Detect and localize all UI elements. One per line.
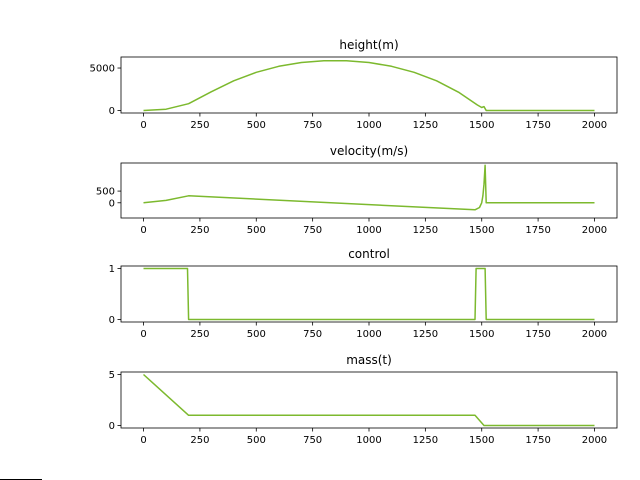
- plot-area: [120, 56, 618, 114]
- series-line: [142, 373, 595, 427]
- x-tick-label: 0: [140, 120, 146, 131]
- plot-area: [120, 162, 618, 219]
- x-tick-label: 250: [190, 435, 209, 446]
- x-tick-label: 1500: [469, 225, 494, 236]
- x-tick-label: 1750: [525, 225, 550, 236]
- control-subplot: control 0 250 500 750 1000 1250 1500 1750 2000 0 1: [109, 247, 618, 340]
- series-line: [143, 164, 595, 211]
- subplot-title: mass(t): [346, 353, 392, 367]
- x-tick-label: 2000: [582, 329, 607, 340]
- x-tick-label: 1750: [525, 435, 550, 446]
- height-subplot: height(m) 0 250 500 750 1000 1250 1500 1750 2000 0…: [90, 38, 618, 131]
- x-tick-label: 750: [303, 435, 322, 446]
- plot-area: [120, 265, 618, 323]
- y-tick-label: 0: [109, 421, 115, 432]
- x-tick-label: 2000: [582, 435, 607, 446]
- subplot-title: height(m): [339, 38, 398, 52]
- x-tick-label: 2000: [582, 120, 607, 131]
- series-line: [143, 60, 595, 112]
- x-tick-label: 1000: [356, 329, 381, 340]
- y-tick-label: 0: [109, 198, 115, 209]
- x-tick-label: 1750: [525, 120, 550, 131]
- x-tick-label: 500: [247, 329, 266, 340]
- subplot-title: control: [348, 247, 390, 261]
- x-tick-label: 1500: [469, 120, 494, 131]
- y-tick-label: 5000: [90, 64, 115, 75]
- x-tick-label: 1500: [469, 435, 494, 446]
- x-tick-label: 1250: [413, 435, 438, 446]
- y-tick-label: 1: [109, 264, 115, 275]
- x-tick-label: 500: [247, 435, 266, 446]
- x-tick-label: 750: [303, 120, 322, 131]
- x-tick-label: 750: [303, 225, 322, 236]
- x-tick-label: 1500: [469, 329, 494, 340]
- x-tick-label: 1250: [413, 329, 438, 340]
- x-tick-label: 1250: [413, 120, 438, 131]
- x-tick-label: 0: [140, 225, 146, 236]
- x-tick-label: 250: [190, 225, 209, 236]
- y-tick-label: 5: [109, 370, 115, 381]
- plot-area: [120, 371, 618, 429]
- x-tick-label: 1750: [525, 329, 550, 340]
- x-tick-label: 1000: [356, 225, 381, 236]
- x-tick-label: 2000: [582, 225, 607, 236]
- y-tick-label: 500: [96, 187, 115, 198]
- x-tick-label: 1000: [356, 120, 381, 131]
- x-tick-label: 0: [140, 435, 146, 446]
- velocity-subplot: velocity(m/s) 0 250 500 750 1000 1250 1500 1750 2…: [96, 144, 618, 236]
- subplots: height(m)0 250 500 750 1000 1250 1500 1750 20000…: [90, 38, 618, 446]
- x-tick-label: 750: [303, 329, 322, 340]
- x-tick-label: 500: [247, 120, 266, 131]
- x-tick-label: 250: [190, 120, 209, 131]
- x-tick-label: 1250: [413, 225, 438, 236]
- x-tick-label: 500: [247, 225, 266, 236]
- y-tick-label: 0: [109, 315, 115, 326]
- mass-subplot: mass(t) 0 250 500 750 1000 1250 1500 1750 2000 0 5: [109, 353, 618, 446]
- x-tick-label: 0: [140, 329, 146, 340]
- x-tick-label: 1000: [356, 435, 381, 446]
- x-tick-label: 250: [190, 329, 209, 340]
- subplot-title: velocity(m/s): [330, 144, 408, 158]
- y-tick-label: 0: [109, 106, 115, 117]
- series-line: [143, 267, 595, 321]
